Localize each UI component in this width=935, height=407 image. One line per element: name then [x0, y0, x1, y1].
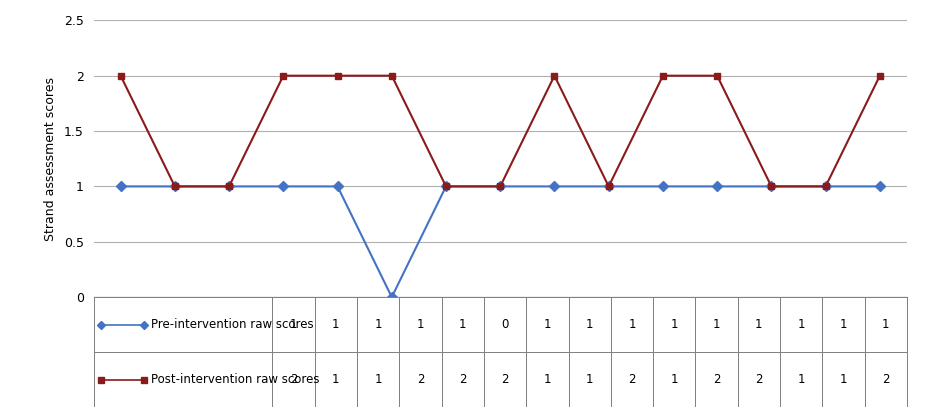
Pre-intervention raw scores: [874, 184, 885, 189]
Line: Pre-intervention raw scores: Pre-intervention raw scores: [117, 183, 884, 301]
Pre-intervention raw scores: [657, 184, 669, 189]
Pre-intervention raw scores: [223, 184, 235, 189]
Pre-intervention raw scores: [603, 184, 614, 189]
Pre-intervention raw scores: [386, 295, 397, 300]
Pre-intervention raw scores: [495, 184, 506, 189]
Post-intervention raw scores: [712, 73, 723, 78]
Post-intervention raw scores: [603, 184, 614, 189]
Post-intervention raw scores: [874, 73, 885, 78]
Post-intervention raw scores: [332, 73, 343, 78]
Pre-intervention raw scores: [278, 184, 289, 189]
Post-intervention raw scores: [169, 184, 180, 189]
Pre-intervention raw scores: [549, 184, 560, 189]
Pre-intervention raw scores: [115, 184, 126, 189]
Post-intervention raw scores: [766, 184, 777, 189]
Post-intervention raw scores: [549, 73, 560, 78]
Text: Pre-intervention raw scores: Pre-intervention raw scores: [151, 318, 313, 331]
Post-intervention raw scores: [440, 184, 452, 189]
Post-intervention raw scores: [115, 73, 126, 78]
Post-intervention raw scores: [386, 73, 397, 78]
Text: Post-intervention raw scores: Post-intervention raw scores: [151, 373, 319, 386]
Post-intervention raw scores: [657, 73, 669, 78]
Pre-intervention raw scores: [766, 184, 777, 189]
Post-intervention raw scores: [495, 184, 506, 189]
Pre-intervention raw scores: [712, 184, 723, 189]
Post-intervention raw scores: [223, 184, 235, 189]
Pre-intervention raw scores: [440, 184, 452, 189]
Pre-intervention raw scores: [820, 184, 831, 189]
Line: Post-intervention raw scores: Post-intervention raw scores: [117, 72, 884, 190]
Post-intervention raw scores: [820, 184, 831, 189]
Pre-intervention raw scores: [332, 184, 343, 189]
Pre-intervention raw scores: [169, 184, 180, 189]
Y-axis label: Strand assessment scores: Strand assessment scores: [44, 77, 57, 241]
Post-intervention raw scores: [278, 73, 289, 78]
